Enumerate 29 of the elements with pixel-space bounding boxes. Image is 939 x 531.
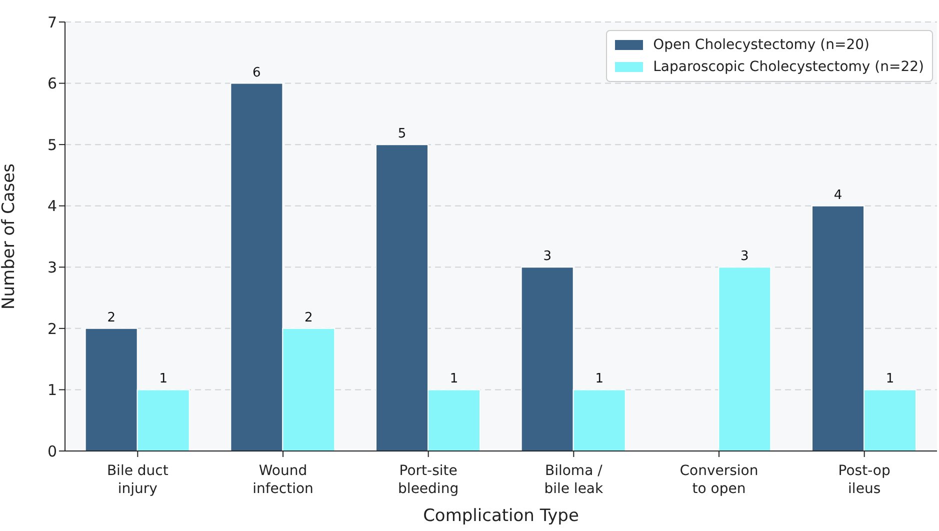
legend-label: Laparoscopic Cholecystectomy (n=22)	[653, 58, 924, 77]
y-tick-label: 5	[47, 136, 57, 154]
y-tick-label: 7	[47, 13, 57, 32]
x-tick-label: Biloma / bile leak	[544, 463, 604, 497]
data-label: 2	[107, 310, 116, 326]
y-axis-title: Number of Cases	[0, 163, 20, 310]
data-label: 1	[450, 372, 458, 387]
y-tick-label: 0	[47, 442, 57, 460]
x-axis-title: Complication Type	[423, 506, 579, 526]
x-tick-label: Bile duct injury	[106, 463, 169, 497]
y-tick-label: 6	[47, 74, 57, 93]
y-tick-label: 4	[47, 197, 57, 216]
data-label: 2	[304, 310, 313, 326]
x-tick-label: Post-op ileus	[838, 463, 890, 497]
y-tick-label: 2	[47, 320, 57, 338]
y-tick-label: 1	[47, 381, 57, 400]
data-label: 4	[834, 188, 842, 203]
data-label: 3	[543, 249, 552, 264]
data-label: 1	[159, 372, 168, 387]
data-label: 6	[252, 65, 261, 80]
x-tick-label: Wound infection	[252, 463, 314, 497]
x-tick-label: Conversion to open	[680, 463, 758, 497]
x-tick-label: Port-site bleeding	[398, 463, 459, 497]
legend-label: Open Cholecystectomy (n=20)	[653, 36, 870, 55]
data-label: 3	[740, 249, 749, 264]
data-label: 5	[398, 126, 406, 142]
data-label: 1	[886, 372, 894, 387]
y-tick-label: 3	[47, 258, 57, 276]
data-label: 1	[595, 372, 604, 387]
